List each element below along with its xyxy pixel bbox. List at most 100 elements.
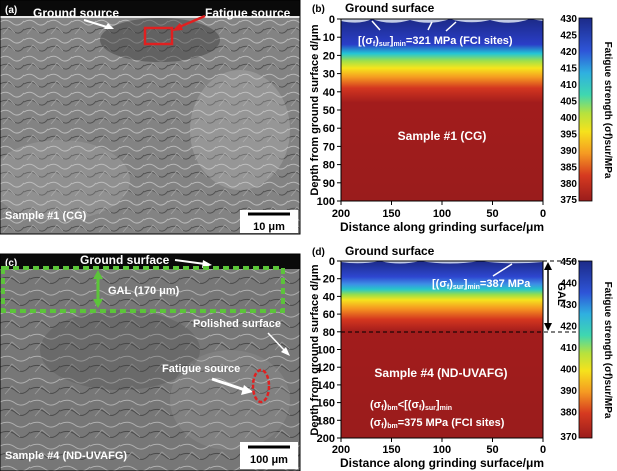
sem-image-a	[0, 0, 300, 234]
gal-label-c: GAL (170 μm)	[108, 285, 180, 297]
y-tick-b: 100	[317, 196, 335, 208]
bm-line1: (σf)bm<[(σf)sur]min	[370, 399, 452, 412]
fatigue-source-arrow	[176, 14, 206, 30]
colorbar-tick-b: 415	[560, 64, 577, 75]
sample-label-b: Sample #1 (CG)	[398, 129, 487, 143]
y-axis-label-b: Depth from ground surface d/μm	[309, 24, 321, 195]
y-tick-b: 50	[323, 105, 335, 117]
colorbar-tick-d: 410	[560, 343, 577, 354]
y-tick-d: 120	[317, 362, 335, 374]
colorbar-tick-d: 450	[560, 257, 577, 268]
panel-label-c: (c)	[5, 258, 17, 269]
colorbar-tick-b: 390	[560, 146, 577, 157]
x-tick-b: 200	[332, 208, 350, 220]
colorbar-tick-b: 405	[560, 97, 577, 108]
ground-edge-a	[0, 0, 300, 16]
y-tick-b: 10	[323, 32, 335, 44]
x-tick-b: 150	[382, 208, 400, 220]
ground-source-label: Ground source	[33, 6, 119, 20]
colorbar-tick-b: 380	[560, 179, 577, 190]
y-tick-b: 30	[323, 69, 335, 81]
annotation-arrow-d	[492, 263, 513, 277]
panel-d: (d) Ground surface GAL 200 150 100 50 0 …	[309, 244, 613, 470]
x-axis-label-d: Distance along grinding surface/μm	[340, 456, 544, 470]
colorbar-tick-d: 420	[560, 322, 577, 333]
y-tick-d: 160	[317, 398, 335, 410]
colorbar-b	[578, 17, 593, 202]
colorbar-tick-b: 425	[560, 31, 577, 42]
x-axis-label-b: Distance along grinding surface/μm	[340, 220, 544, 234]
fatigue-source-box	[143, 26, 174, 46]
x-tick-b: 0	[540, 208, 546, 220]
fatigue-source-label: Fatigue source	[205, 6, 291, 20]
panel-label-a: (a)	[5, 5, 17, 16]
polished-arrow	[267, 332, 287, 353]
colorbar-tick-b: 410	[560, 80, 577, 91]
colorbar-tick-b: 430	[560, 14, 577, 25]
scale-bar-label-c: 100 μm	[250, 454, 288, 466]
contour-map-b	[341, 19, 543, 201]
scale-bar-label-a: 10 μm	[253, 221, 285, 233]
colorbar-tick-d: 440	[560, 279, 577, 290]
min-strength-annotation-b: [(σf)sur]min=321 MPa (FCI sites)	[358, 35, 513, 48]
panel-a: (a) Ground source Fatigue source Sample …	[0, 0, 301, 235]
colorbar-label-b: Fatigue strength (σf)sur/MPa	[602, 42, 613, 179]
y-axis-label-d: Depth from ground surface d/μm	[309, 264, 321, 435]
min-strength-annotation-d: [(σf)sur]min=387 MPa	[432, 278, 531, 291]
gal-label-d: GAL	[555, 282, 567, 306]
gal-box	[1, 266, 285, 313]
colorbar-d	[578, 260, 593, 439]
y-tick-d: 20	[323, 274, 335, 286]
y-tick-d: 0	[329, 256, 335, 268]
scale-bar-box-a	[240, 210, 298, 233]
ground-surface-label-c: Ground surface	[80, 253, 170, 267]
colorbar-tick-b: 375	[560, 195, 577, 206]
colorbar-tick-b: 395	[560, 130, 577, 141]
y-tick-b: 60	[323, 123, 335, 135]
panel-c: (c) Ground surface GAL (170 μm) Polished…	[0, 253, 301, 471]
panel-label-d: (d)	[312, 247, 325, 258]
x-tick-d: 100	[433, 444, 451, 456]
fatigue-arrow-c	[211, 377, 246, 392]
contour-map-d	[341, 261, 543, 438]
colorbar-tick-d: 430	[560, 300, 577, 311]
colorbar-tick-b: 385	[560, 163, 577, 174]
y-tick-b: 40	[323, 87, 335, 99]
colorbar-tick-d: 400	[560, 365, 577, 376]
y-tick-d: 80	[323, 327, 335, 339]
y-tick-d: 100	[317, 345, 335, 357]
y-tick-d: 180	[317, 415, 335, 427]
sample-label-c: Sample #4 (ND-UVAFG)	[5, 450, 127, 462]
sample-label-a: Sample #1 (CG)	[5, 210, 87, 222]
colorbar-tick-b: 420	[560, 47, 577, 58]
x-tick-d: 0	[540, 444, 546, 456]
y-tick-b: 0	[329, 14, 335, 26]
y-tick-b: 90	[323, 178, 335, 190]
fatigue-source-label-c: Fatigue source	[162, 363, 240, 375]
ground-edge-c	[0, 254, 300, 269]
colorbar-label-d: Fatigue strength (σf)sur/MPa	[602, 282, 613, 419]
panel-label-b: (b)	[312, 4, 325, 15]
sem-image-c	[0, 254, 300, 471]
panel-b: (b) Ground surface 200 150 100 50 0 Dist…	[309, 1, 613, 234]
x-tick-d: 50	[486, 444, 498, 456]
x-tick-b: 50	[486, 208, 498, 220]
colorbar-tick-d: 390	[560, 386, 577, 397]
y-tick-b: 80	[323, 160, 335, 172]
ground-surface-label-b: Ground surface	[345, 1, 435, 15]
y-tick-d: 40	[323, 291, 335, 303]
sample-label-d: Sample #4 (ND-UVAFG)	[374, 366, 507, 380]
y-tick-d: 200	[317, 433, 335, 445]
y-tick-b: 20	[323, 50, 335, 62]
bm-line2: (σf)bm=375 MPa (FCI sites)	[370, 417, 505, 430]
x-tick-d: 200	[332, 444, 350, 456]
y-tick-d: 60	[323, 309, 335, 321]
colorbar-tick-b: 400	[560, 113, 577, 124]
x-tick-d: 150	[382, 444, 400, 456]
ground-surface-label-d: Ground surface	[345, 244, 435, 258]
polished-surface-label: Polished surface	[193, 318, 281, 330]
colorbar-tick-d: 370	[560, 432, 577, 443]
fatigue-source-ellipse	[251, 368, 271, 404]
y-tick-d: 140	[317, 380, 335, 392]
